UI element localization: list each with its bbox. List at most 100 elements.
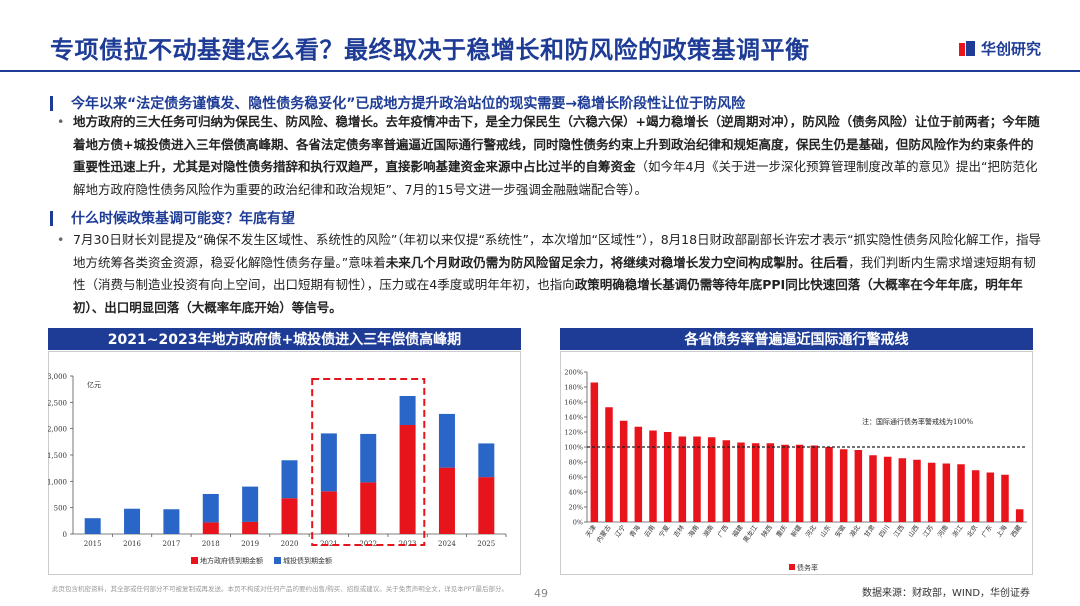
y-tick-label: 180% — [564, 384, 583, 392]
paragraph-1-bold: 地方政府的三大任务可归纳为保民生、防风险、稳增长。去年疫情冲击下，是全力保民生（… — [73, 114, 1040, 174]
bar-local-2020 — [281, 498, 298, 534]
x-tick-label: 四川 — [877, 524, 891, 539]
x-tick-label: 江西 — [892, 523, 906, 539]
y-tick-label: 3,000 — [48, 373, 67, 381]
bar-安徽 — [839, 449, 848, 522]
bar-lgfv-2021 — [320, 433, 337, 492]
y-tick-label: 1,500 — [48, 452, 67, 460]
x-tick-label: 河南 — [935, 523, 950, 539]
x-tick-label: 青海 — [627, 523, 642, 539]
legend-swatch — [789, 564, 795, 570]
bar-湖南 — [707, 437, 716, 522]
x-tick-label: 内蒙古 — [594, 523, 613, 545]
highlight-box — [311, 378, 426, 546]
bar-广西 — [722, 440, 731, 522]
bar-lgfv-2018 — [202, 493, 219, 523]
legend-label-local: 地方政府债到期金额 — [200, 556, 263, 565]
bullet-icon: • — [57, 232, 65, 247]
x-tick-label: 云南 — [642, 523, 657, 539]
x-tick-label: 山西 — [906, 523, 921, 539]
paragraph-2-bold3: 政策明确稳增长基调仍需等待年底PPI同比快速回落（大概率在今年年底，明年年初）、… — [73, 277, 1023, 315]
y-tick-label: 40% — [569, 489, 583, 497]
x-tick-label: 西藏 — [1008, 523, 1023, 539]
bar-河北 — [810, 445, 819, 522]
y-tick-label: 80% — [569, 459, 583, 467]
x-tick-label: 2019 — [241, 540, 259, 548]
right-chart-frame — [560, 351, 1033, 575]
paragraph-2-part1: 7月30日财长刘昆提及“确保不发生区域性、系统性的风险”（年初以来仅提“系统性”… — [73, 232, 1042, 270]
y-tick-label: 500 — [54, 505, 67, 513]
x-tick-label: 辽宁 — [612, 523, 627, 539]
page-number: 49 — [534, 587, 548, 600]
bar-北京 — [971, 470, 980, 522]
y-tick-label: 2,000 — [48, 426, 67, 434]
paragraph-1: • 地方政府的三大任务可归纳为保民生、防风险、稳增长。去年疫情冲击下，是全力保民… — [57, 111, 1042, 201]
right-chart: 0%20%40%60%80%100%120%140%160%180%200%天津… — [564, 369, 1027, 572]
bar-local-2024 — [438, 467, 455, 534]
y-tick-label: 1,000 — [48, 478, 67, 486]
legend-label-lgfv: 城投债到期金额 — [283, 556, 332, 565]
section-heading-text: 今年以来“法定债务谨慎发、隐性债务稳妥化”已成地方提升政治站位的现实需要→稳增长… — [71, 96, 746, 112]
y-tick-label: 120% — [564, 429, 583, 437]
x-tick-label: 山东 — [818, 523, 833, 539]
bar-陕西 — [766, 443, 775, 522]
x-tick-label: 湖北 — [847, 523, 862, 539]
bar-河南 — [942, 463, 951, 522]
x-tick-label: 重庆 — [774, 523, 789, 539]
x-tick-label: 广西 — [715, 523, 730, 539]
section-heading-1: 今年以来“法定债务谨慎发、隐性债务稳妥化”已成地方提升政治站位的现实需要→稳增长… — [50, 93, 745, 113]
left-chart: 0 500 1,000 1,500 2,000 2,500 3,000 亿元 2015 2016 2… — [48, 373, 507, 565]
logo-icon — [959, 40, 975, 56]
section-heading-2: 什么时候政策基调可能变？年底有望 — [50, 208, 295, 228]
section-heading-text: 什么时候政策基调可能变？年底有望 — [71, 211, 295, 227]
bar-江苏 — [927, 462, 936, 522]
x-tick-label: 新疆 — [788, 523, 803, 539]
y-tick-label: 60% — [569, 474, 583, 482]
bar-lgfv-2019 — [242, 486, 259, 522]
header-divider — [0, 70, 1080, 72]
y-unit-label: 亿元 — [87, 380, 101, 389]
bar-lgfv-2023 — [399, 396, 416, 425]
bar-local-2021 — [320, 491, 337, 534]
bar-local-2025 — [478, 477, 495, 534]
x-tick-label: 2025 — [477, 540, 495, 548]
bullet-icon: • — [57, 114, 65, 129]
y-tick-label: 200% — [564, 369, 583, 377]
bar-local-2019 — [242, 521, 259, 534]
x-tick-label: 2018 — [202, 540, 220, 548]
paragraph-2-part2: ，我们判断内生需求增速短期有韧性（消费与制造业投资有向上空间，出口短期有韧性），… — [73, 254, 1036, 293]
x-tick-label: 黑龙江 — [741, 523, 760, 545]
y-tick-label: 0% — [573, 519, 583, 527]
bar-lgfv-2016 — [124, 508, 141, 534]
bar-湖北 — [854, 450, 863, 522]
paragraph-1-normal: （如今年4月《关于进一步深化预算管理制度改革的意见》提出“把防范化解地方政府隐性… — [73, 159, 1038, 197]
paragraph-2-bold2: 往后看 — [810, 254, 849, 270]
y-tick-label: 160% — [564, 399, 583, 407]
x-tick-label: 甘肃 — [862, 523, 877, 539]
bar-广东 — [986, 472, 995, 522]
x-tick-label: 2017 — [162, 540, 180, 548]
logo-text: 华创研究 — [981, 40, 1042, 58]
x-tick-label: 2015 — [84, 540, 102, 548]
y-tick-label: 100% — [564, 444, 583, 452]
bar-重庆 — [781, 444, 789, 522]
bar-上海 — [1001, 474, 1009, 522]
warning-line-note: 注：国际通行债务率警戒线为100% — [862, 417, 973, 426]
bar-云南 — [649, 430, 657, 522]
heading-bar-icon — [50, 210, 53, 226]
paragraph-2: • 7月30日财长刘昆提及“确保不发生区域性、系统性的风险”（年初以来仅提“系统… — [57, 229, 1042, 319]
bar-浙江 — [957, 464, 965, 522]
y-tick-label: 0 — [63, 531, 67, 539]
bar-内蒙古 — [605, 407, 613, 522]
y-tick-label: 20% — [569, 504, 583, 512]
x-tick-label: 2021 — [320, 540, 338, 548]
x-tick-label: 2023 — [399, 540, 417, 548]
bar-天津 — [590, 382, 599, 522]
y-tick-label: 140% — [564, 414, 583, 422]
x-tick-label: 吉林 — [671, 523, 686, 539]
bar-山西 — [913, 459, 921, 522]
bar-lgfv-2020 — [281, 460, 298, 499]
x-tick-label: 海南 — [686, 523, 701, 539]
x-tick-label: 2024 — [438, 540, 456, 548]
bar-青海 — [634, 426, 643, 522]
